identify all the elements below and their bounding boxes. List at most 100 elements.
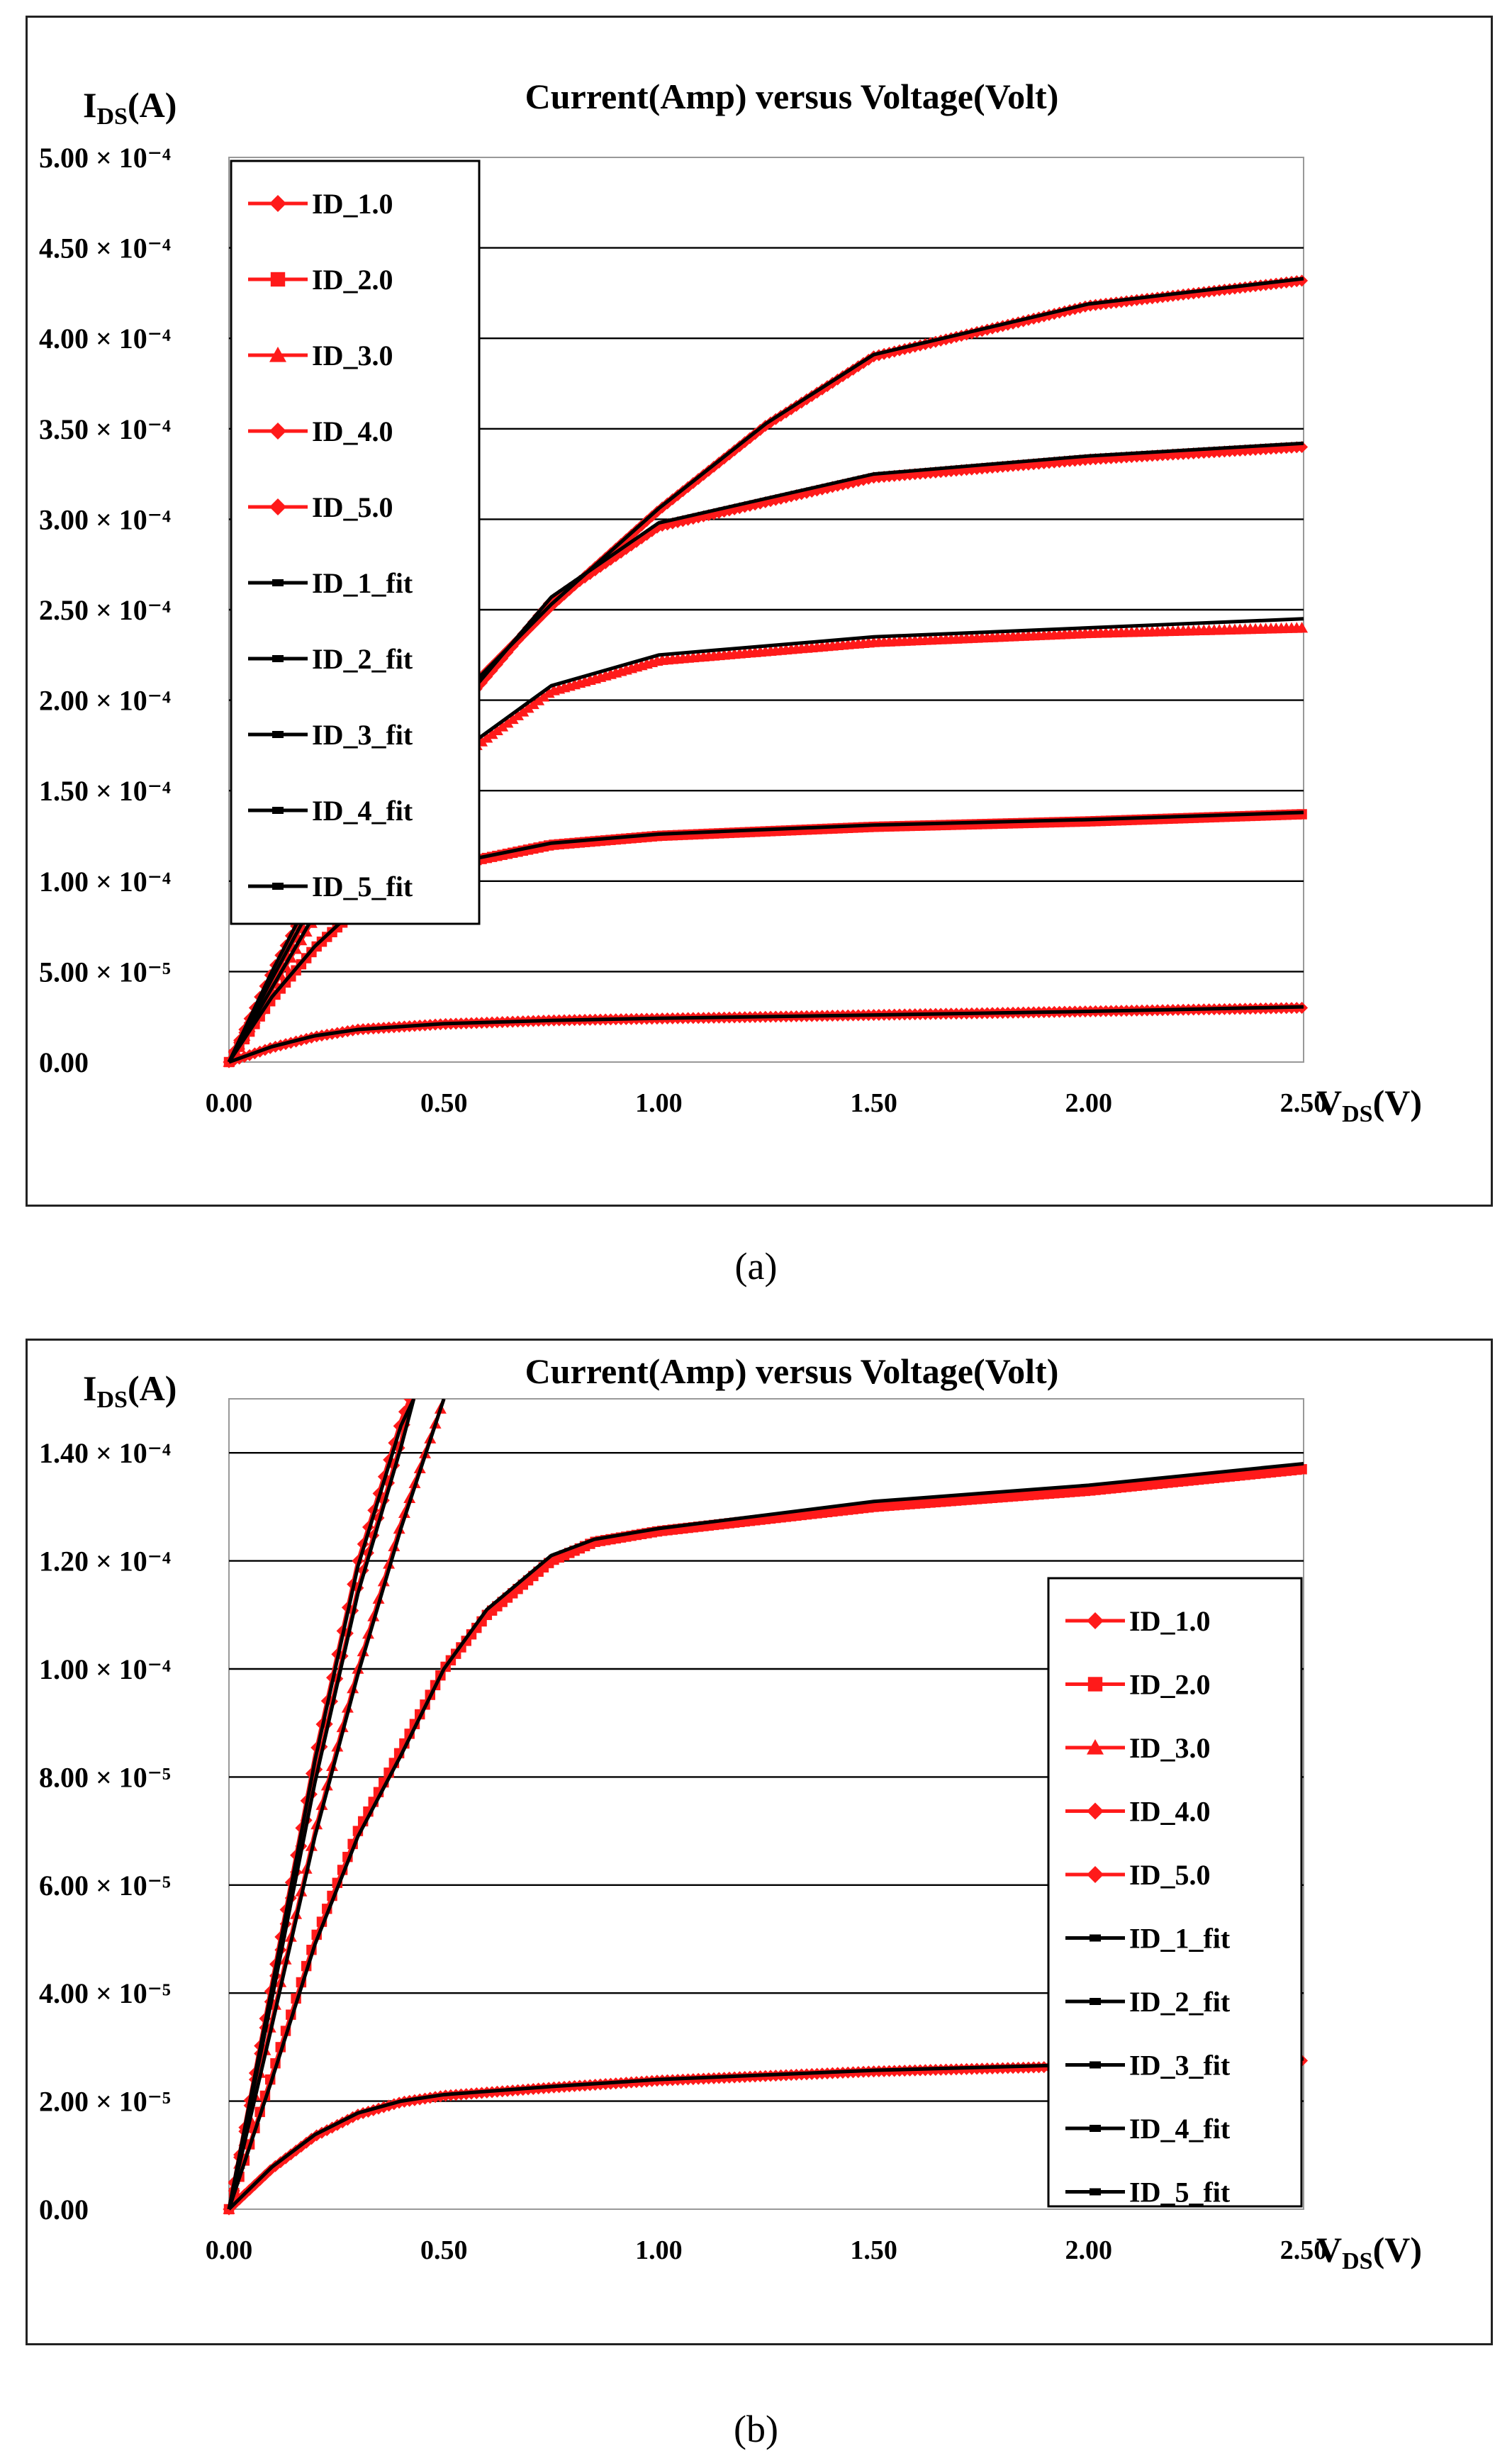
series-line-a-ID_3_fit bbox=[227, 617, 1304, 1063]
legend-label-b-5: ID_1_fit bbox=[1129, 1923, 1231, 1955]
y-tick-label-b-3: 6.00 × 10⁻⁵ bbox=[39, 1870, 171, 1901]
legend-label-b-8: ID_4_fit bbox=[1129, 2113, 1231, 2145]
y-tick-label-a-0: 0.00 bbox=[39, 1046, 89, 1078]
y-tick-label-a-8: 4.00 × 10⁻⁴ bbox=[39, 323, 171, 354]
legend-marker-b-3 bbox=[1087, 1802, 1104, 1820]
x-axis-label-a: VDS(V) bbox=[1316, 1083, 1422, 1127]
legend-label-b-2: ID_3.0 bbox=[1129, 1732, 1210, 1764]
y-axis-label-b: IDS(A) bbox=[83, 1368, 177, 1413]
plot-area-b bbox=[228, 1398, 1304, 2210]
legend-marker-a-2 bbox=[269, 347, 286, 362]
data-point bbox=[512, 709, 525, 720]
y-tick-label-a-7: 3.50 × 10⁻⁴ bbox=[39, 413, 171, 445]
y-tick-label-b-2: 4.00 × 10⁻⁵ bbox=[39, 1977, 171, 2009]
legend-label-a-4: ID_5.0 bbox=[312, 491, 393, 523]
data-point bbox=[486, 727, 498, 739]
x-tick-label-a-3: 1.50 bbox=[850, 1088, 897, 1118]
legend-label-b-7: ID_3_fit bbox=[1129, 2050, 1231, 2082]
chart-title-b: Current(Amp) versus Voltage(Volt) bbox=[525, 1351, 1059, 1391]
y-tick-label-b-5: 1.00 × 10⁻⁴ bbox=[39, 1653, 171, 1685]
series-line-b-ID_3.0 bbox=[227, 1399, 446, 2210]
legend-marker-a-0 bbox=[269, 195, 286, 212]
legend-label-a-8: ID_4_fit bbox=[312, 795, 413, 827]
series-group-a bbox=[223, 274, 1309, 1068]
y-tick-label-a-1: 5.00 × 10⁻⁵ bbox=[39, 956, 171, 988]
series-line-b-ID_3_fit bbox=[227, 1399, 446, 2210]
legend-label-a-7: ID_3_fit bbox=[312, 719, 413, 751]
chart-b-svg: 0.00 2.00 × 10⁻⁵ 4.00 × 10⁻⁵ 6.00 × 10⁻⁵ 8.0… bbox=[39, 1351, 1422, 2274]
data-point bbox=[496, 720, 509, 732]
data-point bbox=[537, 691, 550, 702]
x-tick-label-a-5: 2.50 bbox=[1280, 1088, 1328, 1118]
y-tick-label-b-4: 8.00 × 10⁻⁵ bbox=[39, 1761, 171, 1793]
x-tick-label-a-4: 2.00 bbox=[1065, 1088, 1113, 1118]
legend-marker-b-7 bbox=[1090, 2061, 1101, 2069]
y-tick-label-a-5: 2.50 × 10⁻⁴ bbox=[39, 594, 171, 626]
legend-marker-a-7 bbox=[272, 731, 284, 738]
legend-marker-b-8 bbox=[1090, 2125, 1101, 2132]
x-tick-label-b-1: 0.50 bbox=[420, 2235, 468, 2265]
caption-a: (a) bbox=[734, 1245, 778, 1288]
x-tick-label-b-3: 1.50 bbox=[850, 2235, 897, 2265]
legend-marker-b-2 bbox=[1087, 1739, 1104, 1755]
data-point bbox=[1297, 1464, 1307, 1475]
x-tick-label-b-2: 1.00 bbox=[635, 2235, 683, 2265]
series-line-b-ID_2_fit bbox=[227, 1461, 1304, 2210]
series-line-a-ID_2_fit bbox=[227, 810, 1304, 1063]
legend-label-a-0: ID_1.0 bbox=[312, 188, 393, 220]
legend-label-b-6: ID_2_fit bbox=[1129, 1986, 1231, 2018]
x-tick-label-a-2: 1.00 bbox=[635, 1088, 683, 1118]
series-line-b-ID_5_fit bbox=[227, 1399, 416, 2210]
data-point bbox=[506, 713, 519, 725]
y-axis-label-a: IDS(A) bbox=[83, 85, 177, 130]
legend-marker-b-0 bbox=[1087, 1612, 1104, 1629]
chart-title-a: Current(Amp) versus Voltage(Volt) bbox=[525, 77, 1059, 116]
legend-label-a-5: ID_1_fit bbox=[312, 567, 413, 599]
y-tick-label-a-4: 2.00 × 10⁻⁴ bbox=[39, 685, 171, 717]
legend-label-b-1: ID_2.0 bbox=[1129, 1669, 1210, 1701]
series-line-b-ID_1_fit bbox=[228, 2057, 1304, 2211]
y-tick-label-a-6: 3.00 × 10⁻⁴ bbox=[39, 503, 171, 535]
legend-marker-a-4 bbox=[269, 498, 286, 515]
legend-label-a-3: ID_4.0 bbox=[312, 415, 393, 447]
legend-label-b-4: ID_5.0 bbox=[1129, 1859, 1210, 1891]
legend-box-a bbox=[230, 160, 481, 925]
data-point bbox=[481, 732, 493, 743]
legend-marker-a-9 bbox=[272, 883, 284, 890]
chart-panel-a: 0.00 5.00 × 10⁻⁵ 1.00 × 10⁻⁴ 1.50 × 10⁻⁴ 2.0… bbox=[26, 16, 1493, 1207]
legend-label-b-3: ID_4.0 bbox=[1129, 1796, 1210, 1828]
legend-marker-a-1 bbox=[270, 272, 286, 287]
x-tick-label-a-1: 0.50 bbox=[420, 1088, 468, 1118]
data-point bbox=[522, 702, 534, 713]
legend-marker-a-5 bbox=[272, 579, 284, 586]
x-tick-label-b-0: 0.00 bbox=[206, 2235, 253, 2265]
data-point bbox=[491, 724, 503, 735]
series-markers-a-ID_4.0 bbox=[223, 440, 1309, 1068]
legend-label-a-1: ID_2.0 bbox=[312, 264, 393, 296]
legend-marker-b-1 bbox=[1087, 1677, 1103, 1692]
legend-marker-a-6 bbox=[272, 655, 284, 662]
y-tick-label-b-6: 1.20 × 10⁻⁴ bbox=[39, 1546, 171, 1577]
data-point bbox=[527, 698, 539, 710]
legend-label-a-9: ID_5_fit bbox=[312, 871, 413, 903]
legend-label-a-2: ID_3.0 bbox=[312, 340, 393, 372]
legend-label-a-6: ID_2_fit bbox=[312, 643, 413, 675]
data-point bbox=[501, 717, 514, 728]
x-tick-label-b-4: 2.00 bbox=[1065, 2235, 1113, 2265]
data-point bbox=[1296, 622, 1309, 633]
legend-marker-b-4 bbox=[1087, 1866, 1104, 1883]
legend-marker-b-5 bbox=[1090, 1934, 1101, 1942]
y-tick-label-b-7: 1.40 × 10⁻⁴ bbox=[39, 1437, 171, 1469]
legend-label-b-0: ID_1.0 bbox=[1129, 1605, 1210, 1637]
legend-marker-a-8 bbox=[272, 807, 284, 814]
legend-marker-b-6 bbox=[1090, 1998, 1101, 2005]
chart-a-svg: 0.00 5.00 × 10⁻⁵ 1.00 × 10⁻⁴ 1.50 × 10⁻⁴ 2.0… bbox=[39, 77, 1422, 1127]
x-tick-label-a-0: 0.00 bbox=[206, 1088, 253, 1118]
series-group-b bbox=[223, 1399, 1309, 2216]
data-point bbox=[517, 705, 530, 717]
data-point bbox=[532, 694, 545, 705]
y-tick-label-a-3: 1.50 × 10⁻⁴ bbox=[39, 775, 171, 807]
legend-label-b-9: ID_5_fit bbox=[1129, 2177, 1231, 2208]
y-tick-label-a-2: 1.00 × 10⁻⁴ bbox=[39, 866, 171, 898]
chart-panel-b: 0.00 2.00 × 10⁻⁵ 4.00 × 10⁻⁵ 6.00 × 10⁻⁵ 8.0… bbox=[26, 1339, 1493, 2345]
